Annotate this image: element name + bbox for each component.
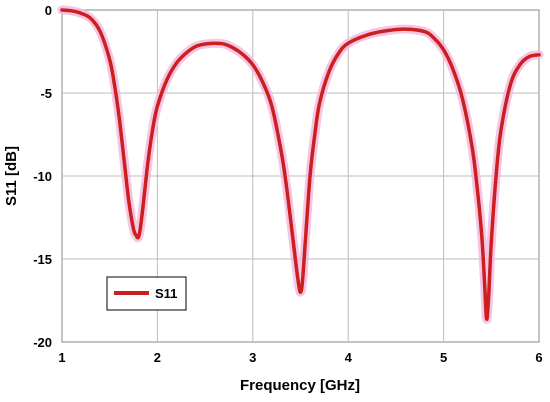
x-tick-label: 2 (154, 350, 161, 365)
y-tick-labels: 0 -5 -10 -15 -20 (33, 3, 52, 350)
y-tick-label: -20 (33, 335, 52, 350)
x-tick-label: 4 (345, 350, 353, 365)
y-tick-label: -5 (40, 86, 52, 101)
x-tick-label: 1 (58, 350, 65, 365)
x-tick-label: 5 (440, 350, 447, 365)
y-tick-label: -10 (33, 169, 52, 184)
series-lines (57, 5, 544, 324)
x-tick-label: 3 (249, 350, 256, 365)
x-tick-labels: 1 2 3 4 5 6 (58, 350, 542, 365)
series-line-0 (60, 8, 541, 322)
legend-label-s11: S11 (155, 286, 177, 301)
y-tick-label: -15 (33, 252, 52, 267)
x-axis-label: Frequency [GHz] (240, 377, 360, 394)
y-tick-label: 0 (45, 3, 52, 18)
y-axis-label: S11 [dB] (3, 146, 20, 206)
legend: S11 (106, 276, 187, 311)
x-tick-label: 6 (535, 350, 542, 365)
